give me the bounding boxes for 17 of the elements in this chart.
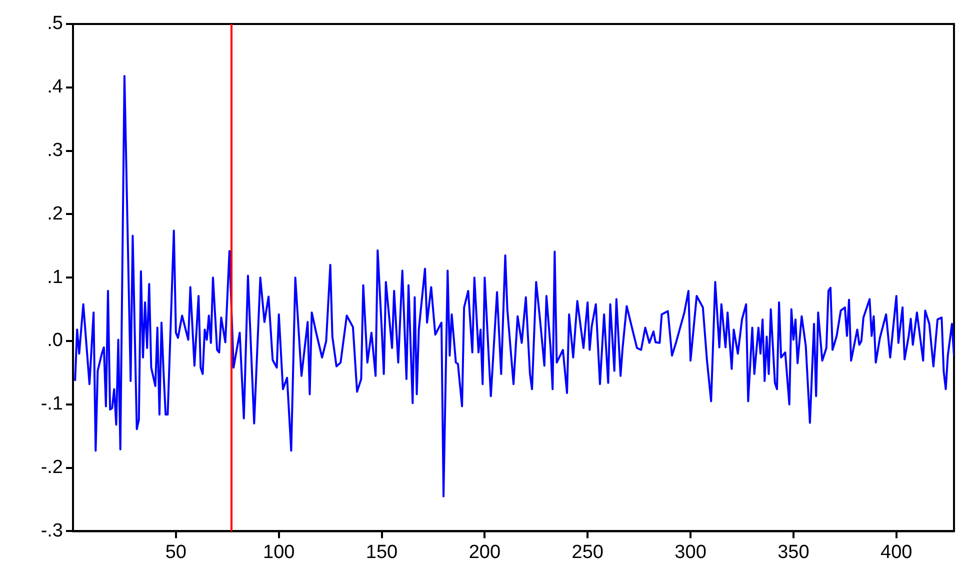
x-tick-label: 250	[572, 542, 604, 563]
x-tick-label: 50	[165, 542, 186, 563]
x-tick-label: 400	[880, 542, 912, 563]
y-tick-label: .3	[47, 140, 63, 162]
x-tick-label: 100	[262, 542, 295, 563]
x-tick-label: 200	[468, 542, 501, 563]
y-tick-label: .0	[47, 330, 63, 352]
y-tick-label: -.2	[40, 457, 63, 478]
x-tick-label: 300	[674, 542, 706, 563]
y-tick-label: .4	[47, 76, 64, 98]
y-tick-label: .1	[47, 266, 63, 288]
y-tick-label: .2	[47, 203, 63, 224]
y-tick-label: -.1	[40, 394, 63, 415]
x-tick-label: 350	[778, 542, 810, 563]
y-tick-label: -.3	[40, 520, 63, 542]
x-tick-label: 150	[366, 542, 398, 563]
y-tick-label: .5	[47, 13, 63, 34]
